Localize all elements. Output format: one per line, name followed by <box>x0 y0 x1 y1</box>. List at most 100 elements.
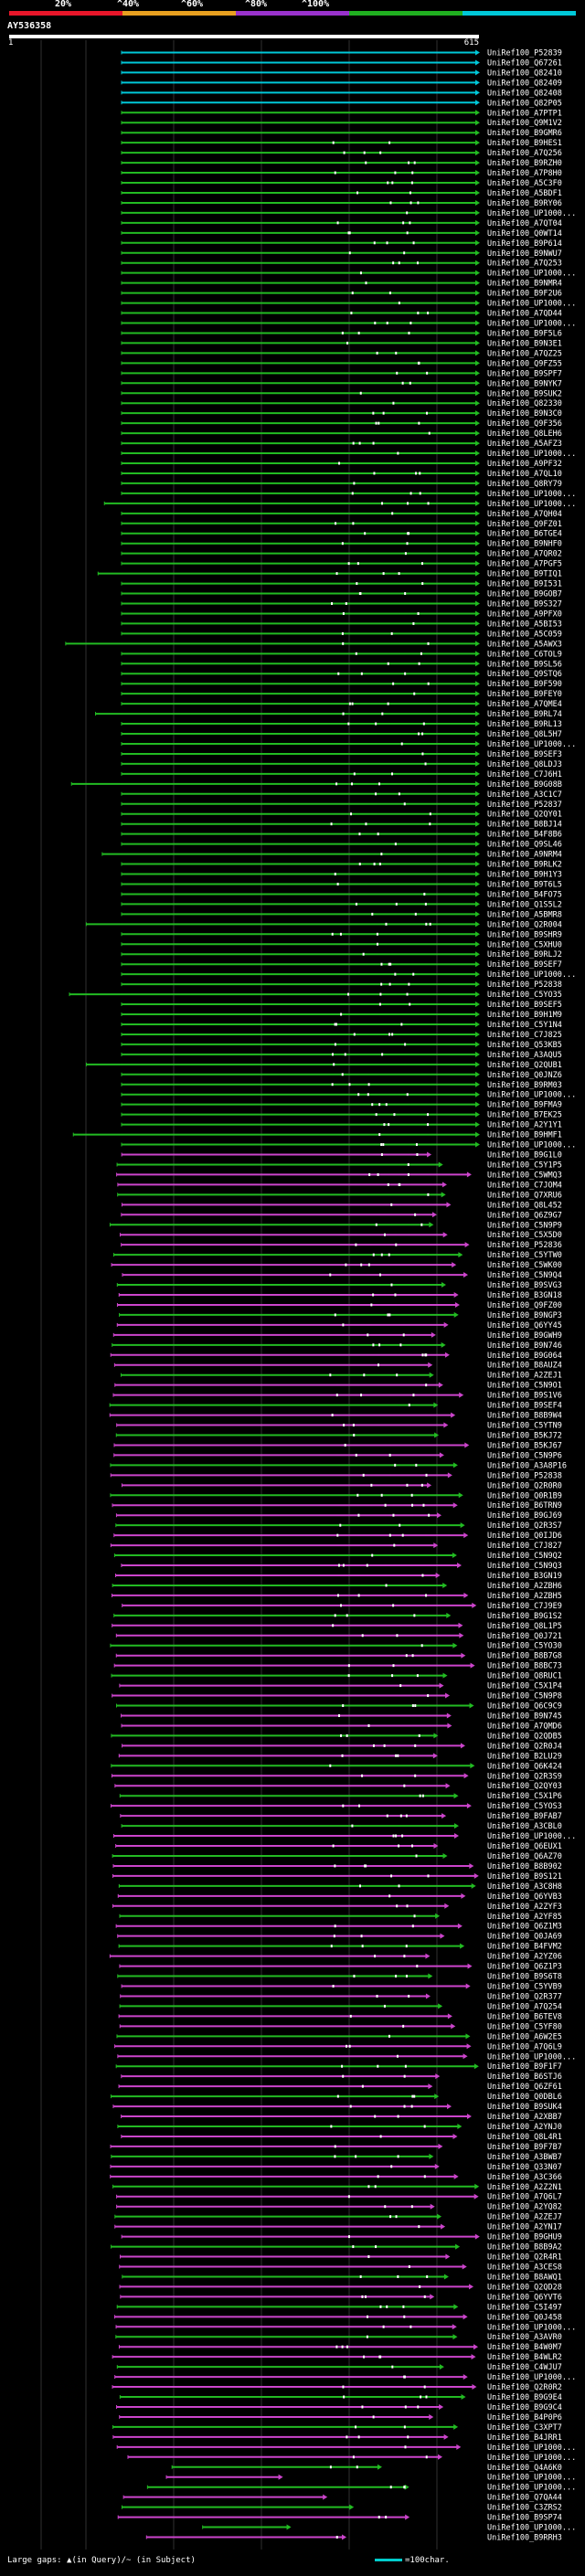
hit-label[interactable]: UniRef100_B9N3C0 <box>487 409 562 419</box>
hit-label[interactable]: UniRef100_C5Y1N4 <box>487 1021 562 1030</box>
hit-label[interactable]: UniRef100_B9GMR6 <box>487 129 562 138</box>
hit-row[interactable]: UniRef100_A3C366 <box>110 2173 562 2182</box>
hit-row[interactable]: UniRef100_C5N9Q2 <box>113 1552 562 1561</box>
hit-label[interactable]: UniRef100_B9FEY0 <box>487 690 562 699</box>
hit-row[interactable]: UniRef100_C5WMQ3 <box>116 1171 562 1180</box>
hit-row[interactable]: UniRef100_A2Y1Y1 <box>121 1121 562 1130</box>
hit-row[interactable]: UniRef100_P52838 <box>121 981 562 990</box>
hit-label[interactable]: UniRef100_A3CBL0 <box>487 1822 562 1831</box>
hit-row[interactable]: UniRef100_C5WK00 <box>111 1261 562 1270</box>
hit-label[interactable]: UniRef100_B6TGE4 <box>487 530 562 539</box>
hit-label[interactable]: UniRef100_A3AQU5 <box>487 1051 562 1060</box>
hit-label[interactable]: UniRef100_B9RL13 <box>487 720 562 729</box>
hit-label[interactable]: UniRef100_Q2R004 <box>487 920 562 929</box>
hit-label[interactable]: UniRef100_B2LU29 <box>487 1752 562 1761</box>
hit-label[interactable]: UniRef100_A5AFZ3 <box>487 440 562 449</box>
hit-label[interactable]: UniRef100_A7QT04 <box>487 219 562 228</box>
hit-row[interactable]: UniRef100_A2YN17 <box>114 2223 562 2232</box>
hit-label[interactable]: UniRef100_A5BDF1 <box>487 189 562 198</box>
hit-label[interactable]: UniRef100_B9F590 <box>487 680 562 689</box>
hit-label[interactable]: UniRef100_B4FVM2 <box>487 1943 562 1952</box>
hit-row[interactable]: UniRef100_B8B902 <box>112 1862 562 1871</box>
hit-label[interactable]: UniRef100_UP1000... <box>487 2052 576 2062</box>
hit-label[interactable]: UniRef100_B9I531 <box>487 580 562 589</box>
hit-row[interactable]: UniRef100_B9SL56 <box>121 660 562 669</box>
hit-row[interactable]: UniRef100_B9NHF0 <box>121 540 562 549</box>
hit-label[interactable]: UniRef100_Q9FZ55 <box>487 359 562 368</box>
hit-label[interactable]: UniRef100_C7J6H1 <box>487 770 562 779</box>
hit-label[interactable]: UniRef100_UP1000... <box>487 320 576 329</box>
hit-label[interactable]: UniRef100_Q2R3S9 <box>487 1772 562 1781</box>
hit-row[interactable]: UniRef100_Q6Z1M3 <box>115 1923 562 1932</box>
hit-label[interactable]: UniRef100_B8AWQ1 <box>487 2273 562 2282</box>
hit-label[interactable]: UniRef100_A7Q253 <box>487 260 562 269</box>
hit-row[interactable]: UniRef100_A3AVR0 <box>115 2333 562 2342</box>
hit-row[interactable]: UniRef100_UP1000... <box>202 2524 577 2533</box>
hit-label[interactable]: UniRef100_B9S327 <box>487 599 562 609</box>
hit-label[interactable]: UniRef100_Q6YVB3 <box>487 1892 562 1902</box>
hit-row[interactable]: UniRef100_B9FAB7 <box>120 1812 562 1821</box>
hit-label[interactable]: UniRef100_A3AVR0 <box>487 2333 562 2342</box>
hit-row[interactable]: UniRef100_C5X5D0 <box>119 1231 562 1240</box>
hit-label[interactable]: UniRef100_Q7QA44 <box>487 2494 562 2503</box>
hit-row[interactable]: UniRef100_Q82409 <box>121 79 562 88</box>
hit-label[interactable]: UniRef100_C5N9Q3 <box>487 1562 562 1571</box>
hit-label[interactable]: UniRef100_A7P8H0 <box>487 169 562 178</box>
hit-row[interactable]: UniRef100_A7PTP1 <box>121 109 562 118</box>
hit-label[interactable]: UniRef100_B9G064 <box>487 1352 562 1361</box>
hit-label[interactable]: UniRef100_B4JRR1 <box>487 2433 562 2443</box>
hit-row[interactable]: UniRef100_A3CES8 <box>119 2263 562 2272</box>
hit-row[interactable]: UniRef100_UP1000... <box>121 450 576 459</box>
hit-row[interactable]: UniRef100_C5XHU0 <box>121 940 562 949</box>
hit-label[interactable]: UniRef100_B9N745 <box>487 1712 562 1721</box>
hit-row[interactable]: UniRef100_A2ZYF3 <box>112 1903 562 1912</box>
hit-label[interactable]: UniRef100_Q2QDB5 <box>487 1732 562 1741</box>
hit-label[interactable]: UniRef100_C5Y1P5 <box>487 1161 562 1170</box>
hit-label[interactable]: UniRef100_C5YTW0 <box>487 1251 562 1260</box>
hit-label[interactable]: UniRef100_Q2R0R0 <box>487 1481 562 1490</box>
hit-row[interactable]: UniRef100_C5X1P4 <box>119 1682 562 1691</box>
hit-label[interactable]: UniRef100_Q9SL46 <box>487 841 562 850</box>
hit-row[interactable]: UniRef100_B9S6T8 <box>117 1973 562 1982</box>
hit-label[interactable]: UniRef100_UP1000... <box>487 270 576 279</box>
hit-label[interactable]: UniRef100_C5YO35 <box>487 991 562 1000</box>
hit-row[interactable]: UniRef100_Q0JNZ6 <box>121 1071 562 1080</box>
hit-row[interactable]: UniRef100_B4W0M7 <box>118 2343 562 2352</box>
hit-row[interactable]: UniRef100_A3BWB7 <box>111 2153 562 2162</box>
hit-row[interactable]: UniRef100_A7Q254 <box>119 2002 562 2011</box>
hit-label[interactable]: UniRef100_A3C366 <box>487 2173 562 2182</box>
hit-label[interactable]: UniRef100_Q8LEH6 <box>487 429 562 439</box>
hit-label[interactable]: UniRef100_B9N3E1 <box>487 339 562 348</box>
hit-label[interactable]: UniRef100_B9SUK4 <box>487 2103 562 2112</box>
hit-row[interactable]: UniRef100_UP1000... <box>115 2323 576 2332</box>
hit-row[interactable]: UniRef100_B9SVG3 <box>116 1281 562 1290</box>
hit-row[interactable]: UniRef100_C5Y1N4 <box>121 1021 562 1030</box>
hit-row[interactable]: UniRef100_B8AWQ1 <box>122 2273 562 2282</box>
hit-row[interactable]: UniRef100_B9H1M9 <box>121 1011 562 1020</box>
hit-label[interactable]: UniRef100_A5C3F0 <box>487 179 562 188</box>
hit-label[interactable]: UniRef100_A3C1C7 <box>487 790 562 800</box>
hit-row[interactable]: UniRef100_Q6AZ70 <box>112 1852 562 1861</box>
hit-row[interactable]: UniRef100_UP1000... <box>114 2373 577 2382</box>
hit-row[interactable]: UniRef100_B9N746 <box>112 1341 562 1351</box>
hit-row[interactable]: UniRef100_Q8RUC1 <box>111 1672 562 1681</box>
hit-label[interactable]: UniRef100_Q6K424 <box>487 1762 562 1771</box>
hit-label[interactable]: UniRef100_UP1000... <box>487 2484 576 2493</box>
hit-row[interactable]: UniRef100_B9G08B <box>70 780 562 790</box>
hit-row[interactable]: UniRef100_B4F8B6 <box>121 831 562 840</box>
hit-label[interactable]: UniRef100_B9SEF4 <box>487 1402 562 1411</box>
hit-row[interactable]: UniRef100_Q0WT14 <box>121 229 562 239</box>
hit-label[interactable]: UniRef100_Q82330 <box>487 399 562 408</box>
hit-label[interactable]: UniRef100_C5I497 <box>487 2303 562 2312</box>
hit-row[interactable]: UniRef100_Q9STQ6 <box>121 670 562 679</box>
hit-row[interactable]: UniRef100_UP1000... <box>127 2454 576 2463</box>
hit-label[interactable]: UniRef100_B9RY06 <box>487 199 562 208</box>
hit-row[interactable]: UniRef100_B9N3C0 <box>121 409 562 419</box>
hit-label[interactable]: UniRef100_Q6ZF61 <box>487 2083 562 2092</box>
hit-row[interactable]: UniRef100_Q9SL46 <box>121 841 562 850</box>
hit-label[interactable]: UniRef100_B9NGP3 <box>487 1311 562 1320</box>
hit-row[interactable]: UniRef100_C5X1P6 <box>119 1792 562 1801</box>
hit-label[interactable]: UniRef100_A5BI53 <box>487 620 562 629</box>
hit-label[interactable]: UniRef100_Q6YVT6 <box>487 2293 562 2302</box>
hit-label[interactable]: UniRef100_B9SL56 <box>487 660 562 669</box>
